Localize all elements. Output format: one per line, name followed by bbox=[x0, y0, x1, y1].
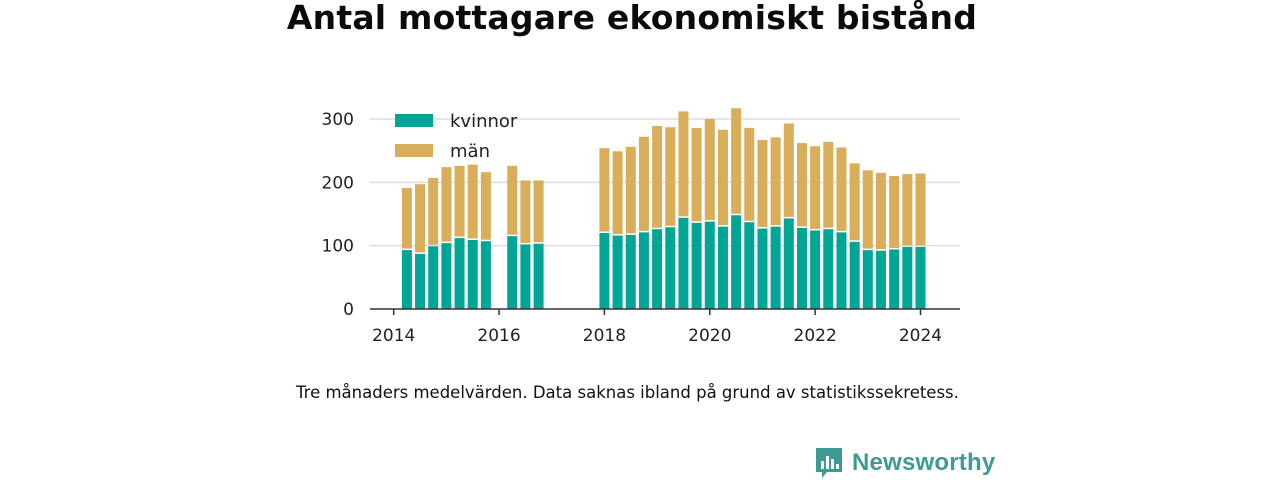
bar-man bbox=[717, 129, 728, 226]
bar-kvinnor bbox=[678, 217, 689, 309]
x-tick-label: 2024 bbox=[899, 326, 942, 346]
bar-kvinnor bbox=[770, 226, 781, 309]
bar-man bbox=[415, 184, 426, 253]
bar-kvinnor bbox=[915, 246, 926, 309]
bar-kvinnor bbox=[889, 249, 900, 309]
bar-kvinnor bbox=[731, 215, 742, 309]
bar-man bbox=[783, 123, 794, 217]
bar-man bbox=[875, 172, 886, 250]
bar-man bbox=[902, 174, 913, 246]
chart-caption: Tre månaders medelvärden. Data saknas ib… bbox=[296, 383, 959, 402]
bar-kvinnor bbox=[428, 246, 439, 309]
bar-man bbox=[862, 170, 873, 249]
y-tick-label: 300 bbox=[322, 110, 354, 130]
bar-kvinnor bbox=[533, 243, 544, 309]
bar-man bbox=[480, 172, 491, 240]
bar-kvinnor bbox=[638, 232, 649, 309]
legend-label: kvinnor bbox=[450, 111, 518, 132]
bar-man bbox=[889, 176, 900, 248]
bar-kvinnor bbox=[612, 235, 623, 309]
bar-kvinnor bbox=[480, 241, 491, 309]
bar-man bbox=[652, 125, 663, 228]
bar-man bbox=[836, 147, 847, 231]
bar-man bbox=[757, 139, 768, 228]
legend-label: män bbox=[450, 141, 490, 162]
bar-kvinnor bbox=[520, 244, 531, 309]
bar-kvinnor bbox=[836, 232, 847, 309]
bar-kvinnor bbox=[796, 227, 807, 309]
x-tick-label: 2016 bbox=[477, 326, 520, 346]
bar-kvinnor bbox=[454, 238, 465, 309]
bar-kvinnor bbox=[652, 229, 663, 309]
bar-kvinnor bbox=[744, 222, 755, 309]
bar-man bbox=[731, 108, 742, 214]
bar-man bbox=[796, 143, 807, 227]
x-tick-label: 2014 bbox=[372, 326, 415, 346]
bar-kvinnor bbox=[757, 228, 768, 309]
bar-kvinnor bbox=[902, 246, 913, 309]
bar-man bbox=[678, 111, 689, 217]
newsworthy-logo-icon bbox=[816, 448, 842, 478]
bar-man bbox=[441, 167, 452, 242]
bar-kvinnor bbox=[665, 227, 676, 309]
bar-man bbox=[665, 127, 676, 226]
bar-kvinnor bbox=[599, 233, 610, 309]
bar-kvinnor bbox=[691, 222, 702, 309]
brand-logo: Newsworthy bbox=[814, 446, 995, 480]
y-tick-label: 100 bbox=[322, 237, 354, 257]
x-tick-label: 2022 bbox=[794, 326, 837, 346]
bar-kvinnor bbox=[862, 250, 873, 309]
bar-man bbox=[915, 173, 926, 246]
bar-kvinnor bbox=[783, 218, 794, 309]
brand-name: Newsworthy bbox=[852, 449, 996, 476]
bar-man bbox=[401, 188, 412, 249]
legend: kvinnor män bbox=[395, 111, 518, 162]
bar-kvinnor bbox=[810, 230, 821, 309]
bar-man bbox=[638, 136, 649, 231]
bar-man bbox=[849, 163, 860, 241]
bar-man bbox=[428, 177, 439, 245]
bar-man bbox=[770, 137, 781, 226]
y-tick-label: 0 bbox=[343, 300, 354, 320]
legend-swatch bbox=[395, 114, 433, 127]
bar-man bbox=[520, 180, 531, 243]
bar-man bbox=[691, 127, 702, 222]
chart-title: Antal mottagare ekonomiskt bistånd bbox=[286, 0, 978, 37]
bar-kvinnor bbox=[415, 253, 426, 309]
bar-man bbox=[507, 165, 518, 235]
bar-kvinnor bbox=[849, 241, 860, 309]
bar-man bbox=[599, 148, 610, 232]
bar-kvinnor bbox=[507, 236, 518, 309]
bar-kvinnor bbox=[401, 250, 412, 309]
bar-man bbox=[454, 165, 465, 237]
x-tick-label: 2018 bbox=[583, 326, 626, 346]
bar-man bbox=[810, 146, 821, 229]
bars bbox=[401, 108, 926, 309]
bar-kvinnor bbox=[717, 226, 728, 309]
legend-swatch bbox=[395, 144, 433, 157]
y-tick-label: 200 bbox=[322, 173, 354, 193]
bar-kvinnor bbox=[875, 250, 886, 309]
axes: 0 100 200 300 2014 2016 2018 2020 2022 2024 bbox=[322, 110, 960, 346]
bar-kvinnor bbox=[704, 221, 715, 309]
bar-kvinnor bbox=[467, 239, 478, 309]
bar-man bbox=[467, 164, 478, 239]
bar-man bbox=[533, 180, 544, 243]
bar-kvinnor bbox=[625, 234, 636, 309]
bar-man bbox=[625, 146, 636, 234]
x-tick-label: 2020 bbox=[688, 326, 731, 346]
bar-kvinnor bbox=[441, 243, 452, 309]
bar-man bbox=[744, 127, 755, 221]
bar-man bbox=[704, 119, 715, 221]
bar-man bbox=[612, 151, 623, 235]
bar-kvinnor bbox=[823, 229, 834, 309]
bar-man bbox=[823, 141, 834, 228]
